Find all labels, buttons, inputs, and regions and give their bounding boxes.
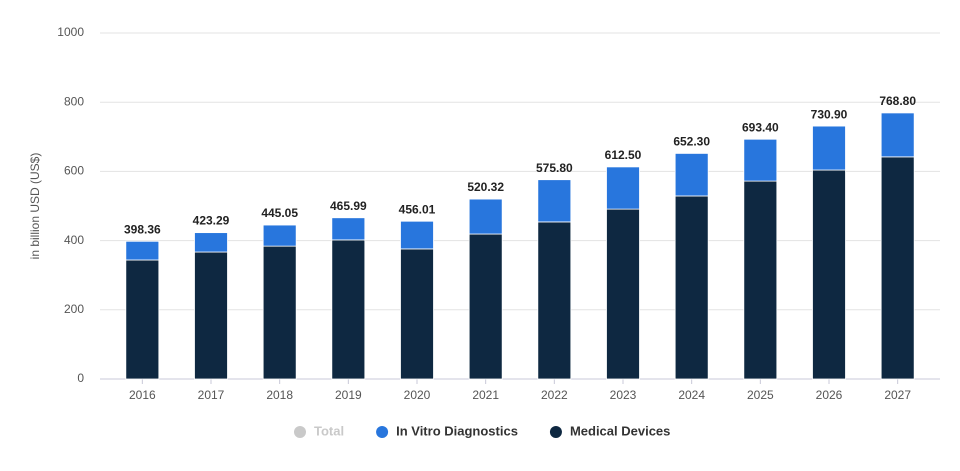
legend-marker[interactable]	[376, 426, 389, 438]
legend-label[interactable]: Total	[314, 423, 344, 438]
bar-segment	[743, 138, 778, 182]
total-label: 398.36	[124, 222, 161, 236]
total-label: 693.40	[742, 120, 779, 134]
legend-label[interactable]: Medical Devices	[570, 423, 670, 438]
bar-segment	[468, 233, 503, 380]
bar-segment	[812, 125, 846, 171]
x-tick-label: 2017	[198, 388, 225, 402]
legend-label[interactable]: In Vitro Diagnostics	[396, 423, 518, 438]
bar-segment	[262, 224, 297, 247]
bar-segment	[537, 221, 572, 380]
bar-segment	[468, 198, 503, 235]
x-tick-label: 2023	[610, 388, 637, 402]
total-label: 520.32	[467, 180, 504, 194]
bar-segment	[125, 240, 160, 261]
x-tick-label: 2019	[335, 388, 362, 402]
bar-segment	[125, 259, 160, 380]
y-tick-label: 600	[64, 164, 84, 178]
y-tick-label: 1000	[57, 25, 84, 39]
bar-segment	[880, 112, 915, 158]
y-axis-label: in billion USD (US$)	[28, 153, 42, 260]
x-tick-label: 2016	[129, 388, 156, 402]
total-label: 445.05	[261, 206, 298, 220]
bar-segment	[331, 217, 366, 241]
y-tick-label: 0	[77, 371, 84, 385]
x-tick-label: 2025	[747, 388, 774, 402]
bar-segment	[674, 153, 709, 197]
bar-segment	[743, 180, 778, 380]
bar-segment	[400, 220, 434, 250]
y-tick-label: 800	[64, 94, 84, 108]
x-tick-label: 2020	[404, 388, 431, 402]
x-tick-label: 2027	[884, 388, 911, 402]
bar-segment	[262, 245, 297, 380]
total-label: 465.99	[330, 199, 367, 213]
total-label: 612.50	[605, 148, 642, 162]
total-label: 423.29	[193, 214, 230, 228]
x-tick-label: 2026	[816, 388, 843, 402]
bar-segment	[606, 166, 640, 210]
y-tick-label: 200	[64, 302, 84, 316]
bar-segment	[812, 169, 846, 380]
total-label: 730.90	[811, 107, 848, 121]
x-tick-label: 2021	[472, 388, 499, 402]
bar-segment	[880, 156, 915, 380]
legend-marker[interactable]	[549, 426, 562, 438]
bar-segment	[331, 239, 366, 380]
total-label: 768.80	[879, 94, 916, 108]
x-tick-label: 2018	[266, 388, 293, 402]
total-label: 456.01	[399, 202, 436, 216]
legend-marker[interactable]	[294, 426, 306, 438]
bar-segment	[537, 179, 572, 223]
bar-segment	[674, 195, 709, 380]
bar-segment	[400, 248, 434, 380]
bar-segment	[194, 232, 228, 253]
bar-segment	[606, 208, 640, 380]
total-label: 575.80	[536, 161, 573, 175]
x-tick-label: 2024	[678, 388, 705, 402]
bar-segment	[194, 251, 228, 380]
y-tick-label: 400	[64, 233, 84, 247]
x-tick-label: 2022	[541, 388, 568, 402]
total-label: 652.30	[673, 134, 710, 148]
